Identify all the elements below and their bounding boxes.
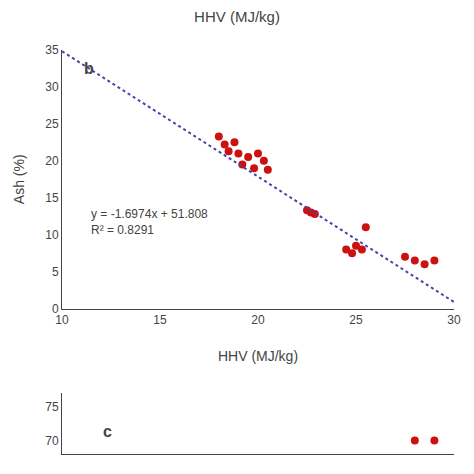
svg-text:Ash (%): Ash (%) — [11, 154, 27, 204]
svg-text:35: 35 — [45, 43, 59, 57]
svg-text:75: 75 — [45, 400, 59, 414]
svg-text:30: 30 — [45, 80, 59, 94]
svg-text:0: 0 — [52, 302, 59, 316]
svg-text:c: c — [103, 423, 112, 440]
svg-text:20: 20 — [45, 154, 59, 168]
svg-text:y = -1.6974x + 51.808R² = 0.82: y = -1.6974x + 51.808R² = 0.8291 — [91, 207, 208, 237]
svg-text:HHV (MJ/kg): HHV (MJ/kg) — [218, 348, 298, 364]
svg-text:b: b — [84, 60, 94, 77]
svg-text:25: 25 — [45, 117, 59, 131]
svg-text:15: 15 — [153, 313, 167, 327]
svg-text:30: 30 — [447, 313, 461, 327]
svg-text:15: 15 — [45, 191, 59, 205]
svg-text:10: 10 — [45, 228, 59, 242]
svg-text:25: 25 — [349, 313, 363, 327]
svg-text:20: 20 — [251, 313, 265, 327]
svg-text:5: 5 — [52, 265, 59, 279]
svg-text:10: 10 — [55, 313, 69, 327]
svg-text:70: 70 — [45, 434, 59, 448]
svg-text:HHV (MJ/kg): HHV (MJ/kg) — [194, 8, 280, 25]
